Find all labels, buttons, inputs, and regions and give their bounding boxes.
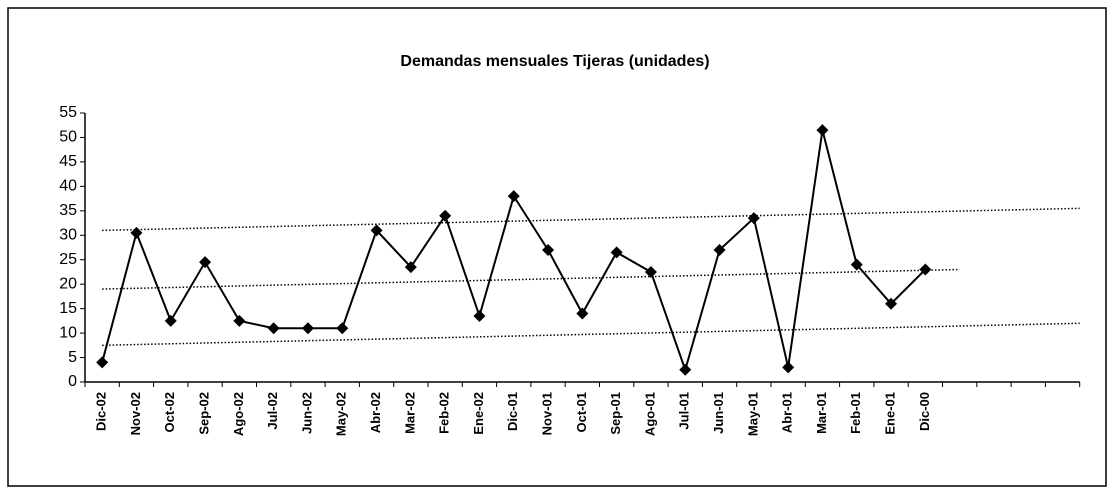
x-tick-label: Dic-02 xyxy=(94,392,109,431)
x-tick-label: Jun-02 xyxy=(299,392,314,434)
y-tick-label: 25 xyxy=(59,251,77,268)
x-tick-label: Ago-01 xyxy=(642,392,657,436)
data-point xyxy=(782,361,795,374)
data-point xyxy=(473,309,486,322)
x-tick-label: Dic-00 xyxy=(917,392,932,431)
x-tick-label: Sep-02 xyxy=(196,392,211,435)
y-tick-label: 20 xyxy=(59,275,77,292)
data-point xyxy=(130,226,143,239)
x-tick-label: Mar-02 xyxy=(402,392,417,434)
data-point xyxy=(301,322,314,335)
data-point xyxy=(336,322,349,335)
data-point xyxy=(199,256,212,269)
x-tick-label: Ago-02 xyxy=(231,392,246,436)
x-tick-label: Abr-02 xyxy=(368,392,383,433)
trend-line xyxy=(102,207,1080,232)
x-tick-label: Feb-01 xyxy=(848,392,863,434)
data-point xyxy=(610,246,623,259)
data-point xyxy=(576,307,589,320)
x-tick-label: Jul-02 xyxy=(265,392,280,430)
data-point xyxy=(404,261,417,274)
data-point xyxy=(542,243,555,256)
chart-frame xyxy=(7,7,1107,487)
y-tick-label: 15 xyxy=(59,300,77,317)
y-tick-label: 55 xyxy=(59,104,77,121)
data-point xyxy=(507,190,520,203)
y-tick-label: 10 xyxy=(59,324,77,341)
data-point xyxy=(644,265,657,278)
x-tick-label: Jul-01 xyxy=(677,392,692,430)
x-tick-label: Oct-02 xyxy=(162,392,177,432)
x-tick-label: Nov-01 xyxy=(539,392,554,435)
x-tick-label: May-01 xyxy=(745,392,760,436)
data-point xyxy=(679,363,692,376)
data-line xyxy=(101,129,927,374)
trend-line xyxy=(102,322,1080,347)
data-point xyxy=(439,209,452,222)
data-point xyxy=(816,124,829,137)
y-tick-label: 35 xyxy=(59,202,77,219)
y-tick-label: 30 xyxy=(59,226,77,243)
x-tick-label: Mar-01 xyxy=(814,392,829,434)
data-point xyxy=(370,224,383,237)
x-tick-label: Dic-01 xyxy=(505,392,520,431)
x-tick-label: Abr-01 xyxy=(780,392,795,433)
data-point xyxy=(233,314,246,327)
x-tick-label: Nov-02 xyxy=(128,392,143,435)
trend-line xyxy=(102,268,960,290)
x-tick-label: May-02 xyxy=(334,392,349,436)
y-tick-label: 50 xyxy=(59,129,77,146)
y-tick-label: 45 xyxy=(59,153,77,170)
data-point xyxy=(713,243,726,256)
x-tick-label: Jun-01 xyxy=(711,392,726,434)
y-tick-label: 0 xyxy=(68,373,77,390)
data-point xyxy=(885,297,898,310)
data-point xyxy=(267,322,280,335)
data-point xyxy=(919,263,932,276)
data-point xyxy=(164,314,177,327)
chart-title: Demandas mensuales Tijeras (unidades) xyxy=(400,53,709,70)
data-point xyxy=(96,356,109,369)
x-tick-label: Oct-01 xyxy=(574,392,589,432)
y-tick-label: 40 xyxy=(59,178,77,195)
x-tick-label: Ene-02 xyxy=(471,392,486,435)
data-point xyxy=(850,258,863,271)
x-tick-label: Sep-01 xyxy=(608,392,623,435)
x-tick-label: Feb-02 xyxy=(437,392,452,434)
data-point xyxy=(747,212,760,225)
x-tick-label: Ene-01 xyxy=(882,392,897,435)
y-tick-label: 5 xyxy=(68,349,77,366)
